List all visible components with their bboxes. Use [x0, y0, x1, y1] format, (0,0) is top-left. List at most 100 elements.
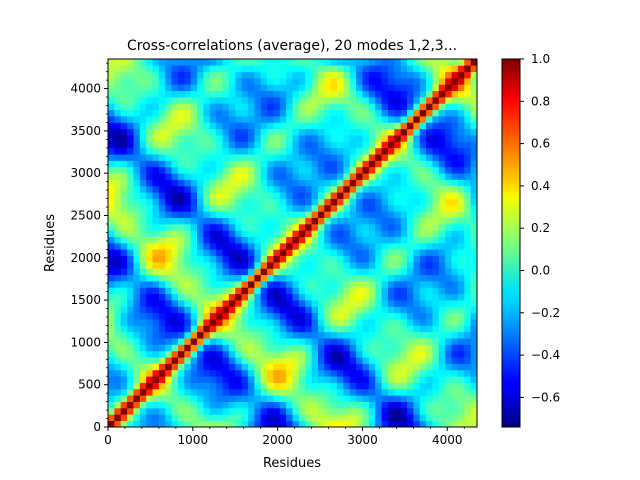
heatmap-cell: [152, 357, 160, 364]
heatmap-cell: [432, 204, 440, 212]
heatmap-cell: [197, 223, 204, 231]
heatmap-cell: [413, 204, 421, 212]
heatmap-cell: [305, 84, 312, 92]
heatmap-cell: [464, 185, 471, 193]
heatmap-cell: [203, 211, 211, 218]
heatmap-cell: [445, 300, 452, 307]
heatmap-cell: [139, 65, 147, 73]
heatmap-cell: [254, 236, 262, 244]
heatmap-cell: [387, 135, 395, 142]
heatmap-cell: [133, 147, 141, 155]
heatmap-cell: [260, 122, 268, 130]
heatmap-cell: [152, 122, 160, 130]
heatmap-cell: [419, 357, 427, 364]
heatmap-cell: [267, 395, 274, 402]
heatmap-cell: [197, 135, 204, 142]
heatmap-cell: [114, 173, 122, 180]
heatmap-cell: [184, 268, 192, 276]
heatmap-cell: [413, 135, 421, 142]
heatmap-cell: [317, 71, 325, 79]
heatmap-cell: [407, 128, 414, 136]
heatmap-cell: [260, 395, 268, 402]
heatmap-cell: [298, 414, 306, 421]
heatmap-cell: [247, 319, 255, 326]
heatmap-cell: [228, 414, 236, 421]
heatmap-cell: [133, 306, 141, 314]
heatmap-cell: [260, 262, 268, 269]
heatmap-cell: [279, 217, 287, 225]
heatmap-cell: [273, 344, 281, 352]
heatmap-cell: [305, 281, 312, 288]
heatmap-cell: [362, 90, 370, 98]
heatmap-cell: [279, 369, 287, 377]
heatmap-cell: [457, 395, 465, 402]
heatmap-cell: [146, 59, 153, 66]
heatmap-cell: [235, 281, 242, 288]
heatmap-cell: [394, 319, 401, 326]
heatmap-cell: [184, 128, 192, 136]
heatmap-cell: [426, 230, 433, 237]
heatmap-cell: [133, 116, 141, 123]
heatmap-cell: [419, 382, 427, 390]
heatmap-cell: [146, 109, 153, 117]
heatmap-cell: [158, 128, 166, 136]
heatmap-cell: [375, 262, 382, 269]
heatmap-cell: [216, 103, 223, 111]
heatmap-cell: [120, 338, 128, 345]
heatmap-cell: [273, 109, 281, 117]
heatmap-cell: [407, 376, 414, 383]
heatmap-cell: [337, 281, 344, 288]
heatmap-cell: [267, 59, 274, 66]
heatmap-cell: [438, 281, 446, 288]
heatmap-cell: [457, 363, 465, 371]
heatmap-cell: [139, 192, 147, 199]
heatmap-cell: [445, 350, 452, 358]
heatmap-cell: [184, 185, 192, 193]
heatmap-cell: [286, 312, 293, 320]
heatmap-cell: [177, 401, 185, 409]
heatmap-cell: [311, 211, 319, 218]
heatmap-cell: [133, 255, 141, 263]
heatmap-cell: [197, 71, 204, 79]
heatmap-cell: [445, 217, 452, 225]
heatmap-cell: [254, 122, 262, 130]
heatmap-cell: [184, 217, 192, 225]
heatmap-cell: [470, 230, 477, 237]
heatmap-cell: [368, 230, 376, 237]
heatmap-cell: [222, 154, 230, 161]
heatmap-cell: [114, 331, 122, 339]
heatmap-cell: [114, 312, 122, 320]
heatmap-cell: [394, 249, 401, 257]
heatmap-cell: [470, 179, 477, 187]
heatmap-cell: [286, 185, 293, 193]
heatmap-cell: [438, 97, 446, 104]
heatmap-cell: [330, 338, 338, 345]
heatmap-cell: [292, 369, 300, 377]
heatmap-cell: [305, 357, 312, 364]
heatmap-cell: [158, 59, 166, 66]
heatmap-cell: [292, 179, 300, 187]
heatmap-cell: [381, 198, 389, 206]
colorbar-frame: [501, 58, 521, 428]
heatmap-cell: [190, 78, 198, 85]
heatmap-cell: [349, 338, 357, 345]
heatmap-cell: [158, 90, 166, 98]
heatmap-cell: [152, 388, 160, 396]
heatmap-cell: [330, 331, 338, 339]
heatmap-cell: [254, 141, 262, 149]
heatmap-cell: [324, 363, 332, 371]
heatmap-cell: [381, 312, 389, 320]
heatmap-cell: [451, 306, 459, 314]
heatmap-cell: [419, 109, 427, 117]
heatmap-cell: [133, 141, 141, 149]
heatmap-cell: [400, 388, 408, 396]
heatmap-cell: [286, 414, 293, 421]
heatmap-cell: [171, 407, 179, 415]
heatmap-cell: [165, 401, 172, 409]
heatmap-cell: [139, 401, 147, 409]
heatmap-cell: [247, 344, 255, 352]
heatmap-cell: [228, 185, 236, 193]
heatmap-cell: [356, 223, 363, 231]
heatmap-cell: [298, 350, 306, 358]
heatmap-cell: [114, 369, 122, 377]
